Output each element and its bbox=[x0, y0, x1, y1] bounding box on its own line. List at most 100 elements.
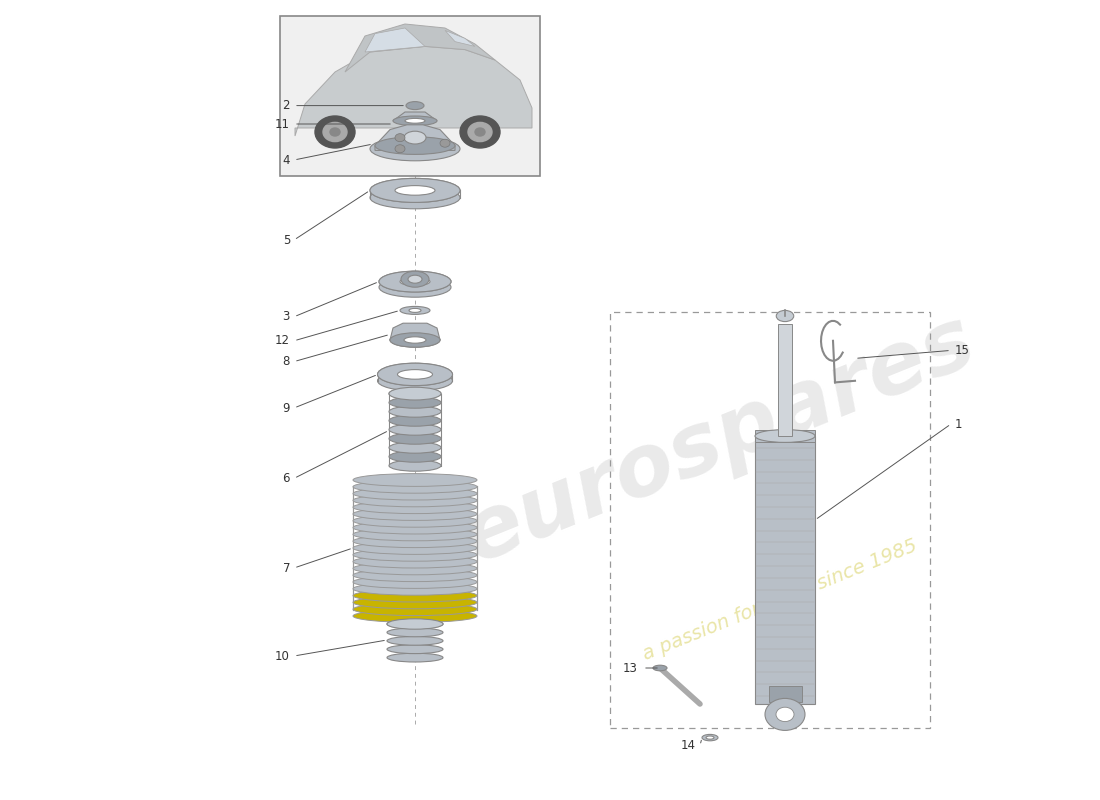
Ellipse shape bbox=[370, 178, 460, 202]
Ellipse shape bbox=[387, 645, 443, 654]
Ellipse shape bbox=[353, 582, 477, 595]
Circle shape bbox=[315, 116, 355, 148]
Ellipse shape bbox=[404, 131, 426, 144]
Ellipse shape bbox=[377, 370, 452, 390]
Ellipse shape bbox=[389, 424, 441, 435]
Ellipse shape bbox=[389, 406, 441, 418]
Text: 5: 5 bbox=[283, 234, 290, 246]
Text: 3: 3 bbox=[283, 310, 290, 323]
Ellipse shape bbox=[653, 666, 667, 670]
Ellipse shape bbox=[353, 555, 477, 568]
Ellipse shape bbox=[353, 569, 477, 582]
Text: 4: 4 bbox=[283, 154, 290, 166]
Ellipse shape bbox=[404, 337, 426, 343]
Ellipse shape bbox=[393, 116, 437, 126]
Ellipse shape bbox=[353, 487, 477, 500]
Ellipse shape bbox=[400, 278, 430, 286]
Text: 7: 7 bbox=[283, 562, 290, 574]
Ellipse shape bbox=[395, 186, 434, 195]
Ellipse shape bbox=[353, 534, 477, 547]
Bar bbox=[755, 436, 815, 704]
Ellipse shape bbox=[353, 528, 477, 541]
Ellipse shape bbox=[390, 333, 440, 347]
Polygon shape bbox=[446, 30, 475, 46]
Ellipse shape bbox=[353, 542, 477, 554]
Ellipse shape bbox=[353, 603, 477, 616]
Bar bbox=[778, 324, 792, 436]
Circle shape bbox=[764, 698, 805, 730]
Ellipse shape bbox=[408, 275, 422, 283]
Polygon shape bbox=[375, 125, 455, 150]
Ellipse shape bbox=[755, 430, 815, 442]
Text: 12: 12 bbox=[275, 334, 290, 347]
Ellipse shape bbox=[387, 628, 443, 637]
Text: eurospares: eurospares bbox=[452, 299, 988, 581]
Ellipse shape bbox=[390, 333, 440, 347]
Text: 10: 10 bbox=[275, 650, 290, 662]
Ellipse shape bbox=[377, 363, 452, 386]
Circle shape bbox=[330, 128, 340, 136]
Polygon shape bbox=[390, 323, 440, 340]
Ellipse shape bbox=[389, 460, 441, 471]
Bar bbox=[280, 16, 540, 176]
Ellipse shape bbox=[405, 118, 425, 123]
Text: 8: 8 bbox=[283, 355, 290, 368]
Ellipse shape bbox=[370, 137, 460, 161]
Ellipse shape bbox=[353, 522, 477, 534]
Text: 9: 9 bbox=[283, 402, 290, 414]
Ellipse shape bbox=[777, 310, 794, 322]
Ellipse shape bbox=[370, 186, 460, 209]
Text: 2: 2 bbox=[283, 99, 290, 112]
Ellipse shape bbox=[397, 370, 432, 379]
Ellipse shape bbox=[353, 562, 477, 574]
Ellipse shape bbox=[353, 589, 477, 602]
Ellipse shape bbox=[379, 271, 451, 292]
Ellipse shape bbox=[353, 610, 477, 622]
Ellipse shape bbox=[702, 734, 718, 741]
Ellipse shape bbox=[389, 388, 441, 399]
Circle shape bbox=[395, 134, 405, 142]
Text: 15: 15 bbox=[955, 344, 970, 357]
Ellipse shape bbox=[387, 637, 443, 645]
Polygon shape bbox=[345, 24, 495, 72]
Ellipse shape bbox=[353, 474, 477, 486]
Bar bbox=[610, 312, 930, 728]
Circle shape bbox=[460, 116, 500, 148]
Ellipse shape bbox=[353, 549, 477, 562]
Text: 6: 6 bbox=[283, 472, 290, 485]
Ellipse shape bbox=[402, 271, 429, 287]
Circle shape bbox=[323, 122, 346, 142]
Circle shape bbox=[395, 145, 405, 153]
Circle shape bbox=[440, 139, 450, 147]
Polygon shape bbox=[295, 46, 532, 136]
Circle shape bbox=[475, 128, 485, 136]
Ellipse shape bbox=[389, 451, 441, 462]
Polygon shape bbox=[365, 28, 425, 52]
Ellipse shape bbox=[379, 278, 451, 298]
Ellipse shape bbox=[353, 596, 477, 609]
Ellipse shape bbox=[389, 442, 441, 453]
Ellipse shape bbox=[353, 507, 477, 520]
Text: 13: 13 bbox=[623, 662, 638, 674]
Polygon shape bbox=[393, 112, 437, 121]
Ellipse shape bbox=[387, 653, 443, 662]
Ellipse shape bbox=[406, 102, 424, 110]
Ellipse shape bbox=[353, 501, 477, 514]
Ellipse shape bbox=[389, 387, 441, 400]
Circle shape bbox=[776, 707, 794, 722]
Circle shape bbox=[468, 122, 492, 142]
Ellipse shape bbox=[353, 480, 477, 493]
Ellipse shape bbox=[353, 494, 477, 507]
Text: 11: 11 bbox=[275, 118, 290, 130]
Ellipse shape bbox=[377, 363, 452, 386]
Ellipse shape bbox=[353, 514, 477, 527]
Ellipse shape bbox=[389, 433, 441, 444]
Text: a passion for parts since 1985: a passion for parts since 1985 bbox=[640, 536, 920, 664]
Ellipse shape bbox=[370, 178, 460, 202]
Ellipse shape bbox=[387, 619, 443, 629]
Ellipse shape bbox=[379, 271, 451, 292]
Ellipse shape bbox=[387, 619, 443, 629]
Ellipse shape bbox=[400, 306, 430, 314]
Bar bbox=[755, 430, 815, 442]
Ellipse shape bbox=[706, 736, 714, 739]
